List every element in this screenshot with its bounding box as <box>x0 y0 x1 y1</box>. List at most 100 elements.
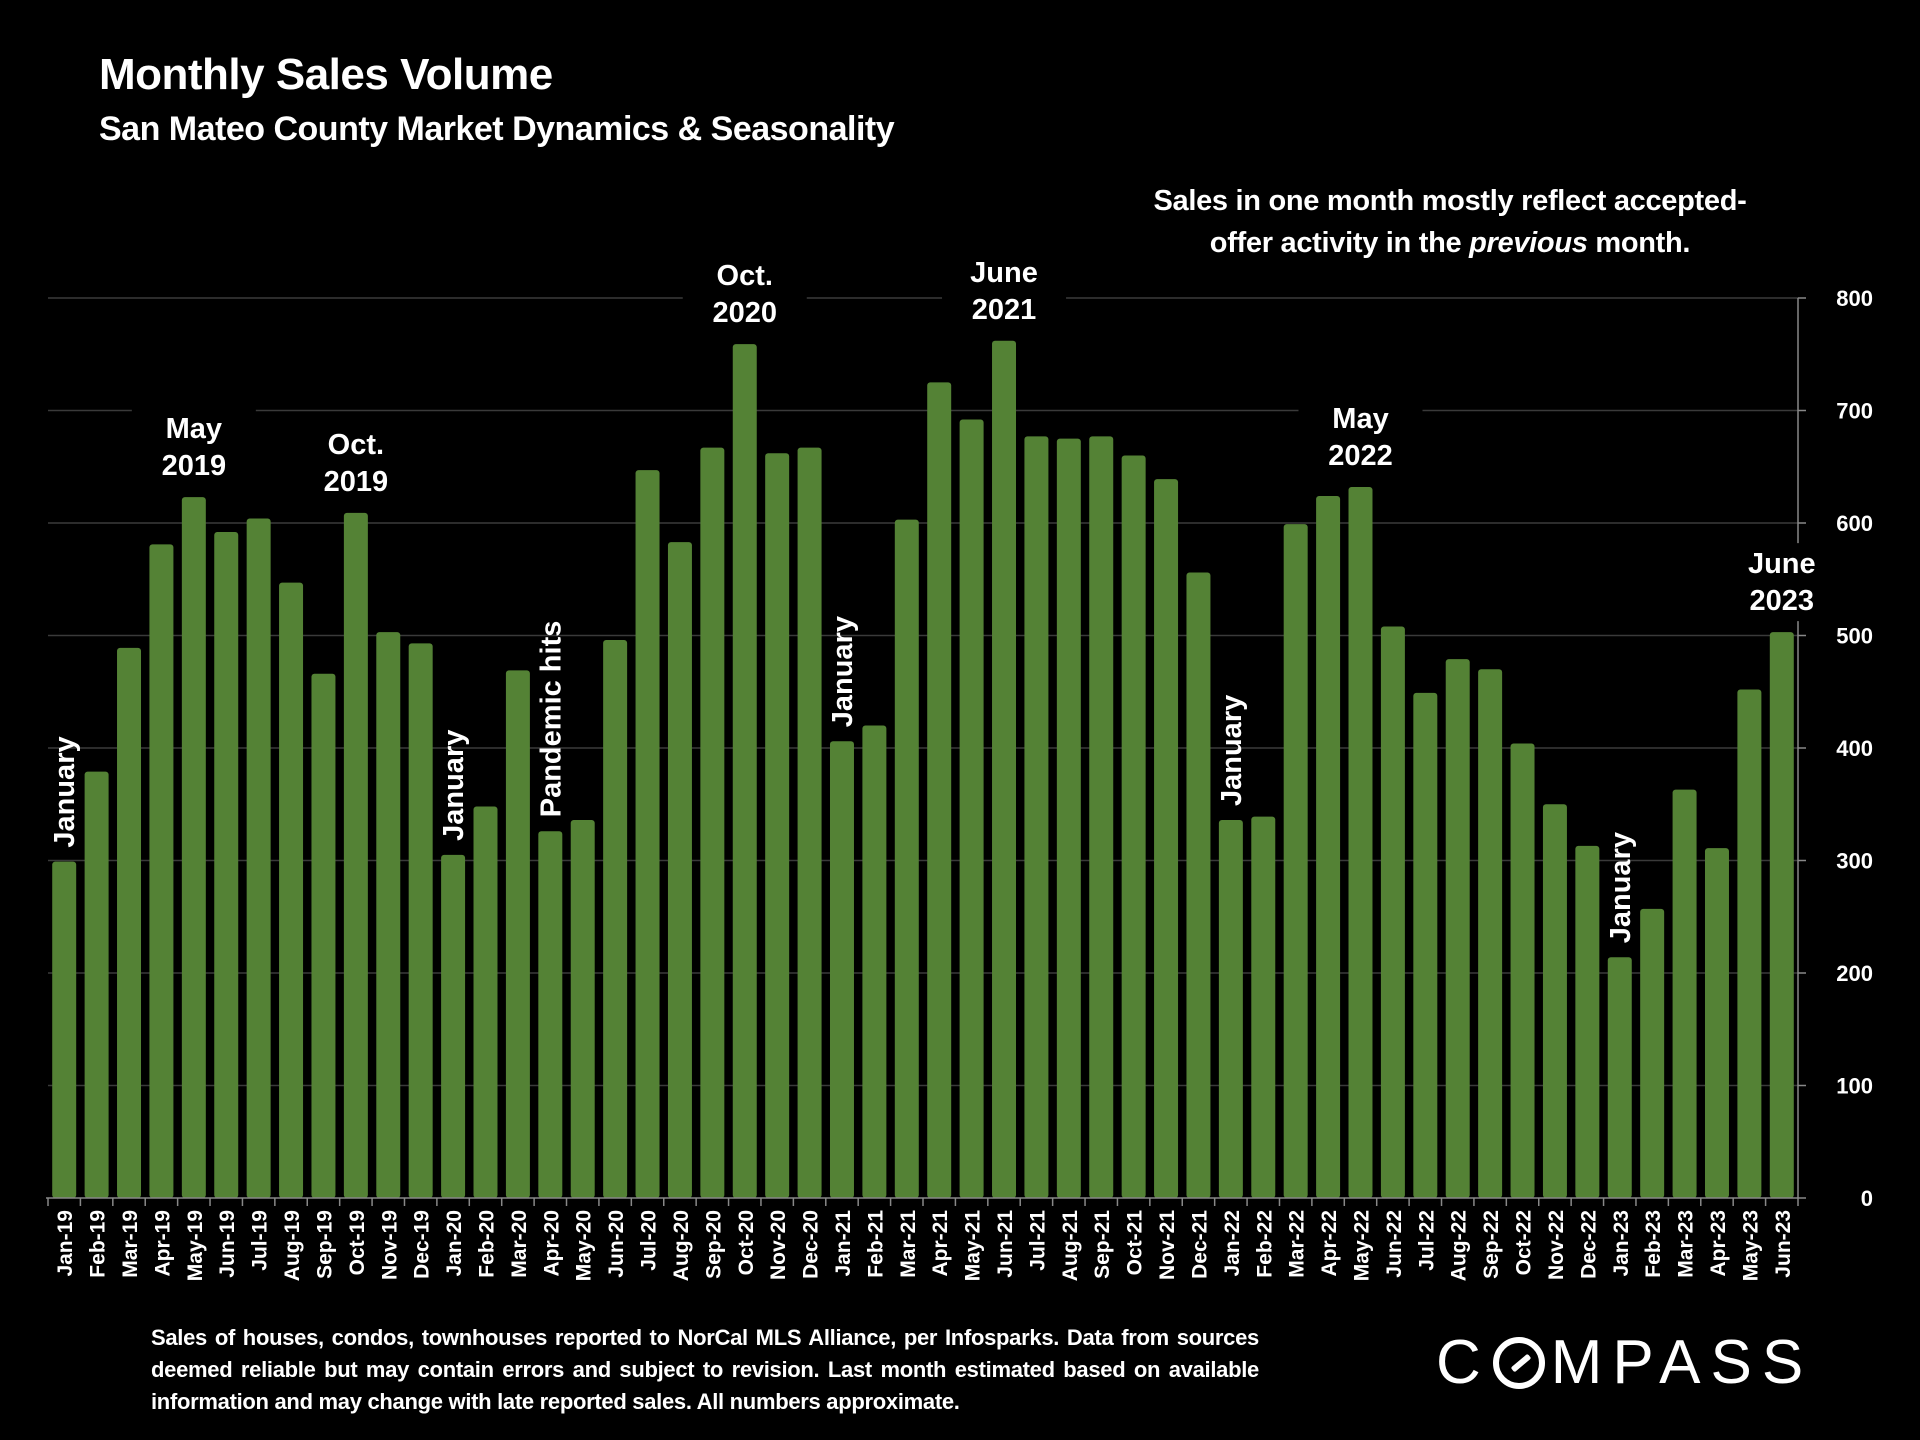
bar <box>279 582 304 1198</box>
x-tick-label: Sep-20 <box>702 1210 725 1279</box>
bar <box>570 820 595 1198</box>
annotation-label: May <box>166 413 222 445</box>
bar <box>441 854 466 1198</box>
x-tick-label: Nov-21 <box>1156 1210 1179 1280</box>
x-tick-label: Jun-19 <box>216 1210 239 1278</box>
annotation-label: January <box>1216 695 1248 806</box>
bar <box>700 447 725 1198</box>
annotation-background <box>131 408 256 487</box>
bar <box>311 673 336 1198</box>
bar <box>343 512 368 1198</box>
bar <box>505 670 530 1198</box>
y-tick-label: 600 <box>1836 511 1873 536</box>
logo-letter-c: C <box>1436 1328 1491 1397</box>
bar <box>214 532 239 1198</box>
x-tick-label: Sep-22 <box>1480 1210 1503 1279</box>
bar <box>1186 572 1211 1198</box>
x-tick-label: Jan-22 <box>1221 1210 1244 1277</box>
note-line-2-start: offer activity in the <box>1209 227 1470 259</box>
bar <box>1154 479 1179 1198</box>
x-tick-label: Mar-22 <box>1286 1210 1309 1278</box>
x-tick-label: Apr-19 <box>151 1210 174 1277</box>
bar <box>797 447 822 1198</box>
y-tick-label: 100 <box>1836 1074 1873 1099</box>
x-tick-label: May-21 <box>962 1210 985 1282</box>
x-tick-label: Jul-22 <box>1415 1210 1438 1271</box>
annotation-label: June <box>1748 548 1816 580</box>
bar <box>1445 659 1470 1198</box>
bar <box>1640 908 1665 1198</box>
bar <box>765 453 790 1198</box>
axes: 0 100 200 300 400 500 600 700 800 Jan-19 Feb-19 Mar… <box>46 286 1873 1281</box>
bar <box>117 647 142 1198</box>
bar <box>1672 789 1697 1198</box>
bar <box>181 497 206 1198</box>
x-tick-label: Jun-23 <box>1772 1210 1795 1278</box>
x-tick-label: Nov-22 <box>1545 1210 1568 1280</box>
x-tick-label: Aug-22 <box>1448 1210 1471 1281</box>
y-tick-label: 400 <box>1836 736 1873 761</box>
x-tick-label: Mar-19 <box>119 1210 142 1278</box>
x-tick-label: Oct-20 <box>735 1210 758 1275</box>
bar <box>1769 632 1794 1198</box>
bar-chart: 0 100 200 300 400 500 600 700 800 Jan-19 Feb-19 Mar… <box>46 251 1873 1282</box>
bar <box>1575 845 1600 1198</box>
bar <box>894 519 919 1198</box>
x-tick-label: Jun-20 <box>605 1210 628 1278</box>
bars <box>52 340 1794 1198</box>
bar <box>1089 436 1114 1198</box>
bar <box>1380 626 1405 1198</box>
annotation-label: Oct. <box>328 429 384 461</box>
bar <box>408 643 433 1198</box>
bar <box>538 831 563 1198</box>
bar <box>1542 804 1567 1198</box>
chart-title: Monthly Sales Volume <box>99 50 553 99</box>
annotation-label: 2019 <box>324 466 389 498</box>
x-tick-label: Jan-19 <box>54 1210 77 1277</box>
bar <box>959 419 984 1198</box>
y-tick-label: 200 <box>1836 961 1873 986</box>
bar <box>635 470 660 1198</box>
bar <box>1413 692 1438 1198</box>
x-tick-label: Apr-23 <box>1707 1210 1730 1277</box>
x-tick-label: Nov-19 <box>378 1210 401 1280</box>
x-tick-label: Aug-21 <box>1059 1210 1082 1281</box>
x-tick-label: Mar-20 <box>508 1210 531 1278</box>
x-tick-label: Apr-22 <box>1318 1210 1341 1277</box>
x-tick-label: Jan-21 <box>832 1210 855 1277</box>
annotation-label: May <box>1332 403 1388 435</box>
bar <box>1218 820 1243 1198</box>
x-tick-label: Oct-22 <box>1513 1210 1536 1275</box>
bar <box>52 861 77 1198</box>
x-tick-label: Oct-19 <box>346 1210 369 1275</box>
bar <box>473 806 498 1198</box>
bar <box>829 741 854 1198</box>
annotation-label: 2021 <box>972 294 1037 326</box>
annotation-background <box>1298 398 1423 476</box>
bar <box>1251 816 1276 1198</box>
x-tick-label: Nov-20 <box>767 1210 790 1280</box>
x-tick-label: Jun-21 <box>994 1210 1017 1278</box>
x-tick-label: May-19 <box>184 1210 207 1281</box>
x-tick-label: Jul-21 <box>1026 1210 1049 1271</box>
x-tick-label: Sep-21 <box>1091 1210 1114 1279</box>
bar <box>246 518 271 1198</box>
bar <box>1316 496 1341 1198</box>
annotation-background <box>942 251 1067 330</box>
annotations: January May 2019 Oct. 2019 January Pandemic hi… <box>49 251 1844 943</box>
bar <box>1510 743 1535 1198</box>
bar <box>667 542 692 1198</box>
annotation-background <box>682 255 807 334</box>
gridlines <box>48 297 1798 1087</box>
bar <box>862 725 887 1198</box>
bar <box>732 344 757 1198</box>
x-tick-label: Dec-19 <box>411 1210 434 1279</box>
x-tick-label: Apr-21 <box>929 1210 952 1277</box>
x-tick-label: Jan-20 <box>443 1210 466 1277</box>
annotation-label: January <box>438 730 470 841</box>
annotation-label: 2022 <box>1328 440 1393 472</box>
note-line-1: Sales in one month mostly reflect accept… <box>1153 185 1747 217</box>
x-tick-label: Feb-22 <box>1253 1210 1276 1278</box>
bar <box>376 632 401 1198</box>
x-tick-label: Aug-20 <box>670 1210 693 1281</box>
